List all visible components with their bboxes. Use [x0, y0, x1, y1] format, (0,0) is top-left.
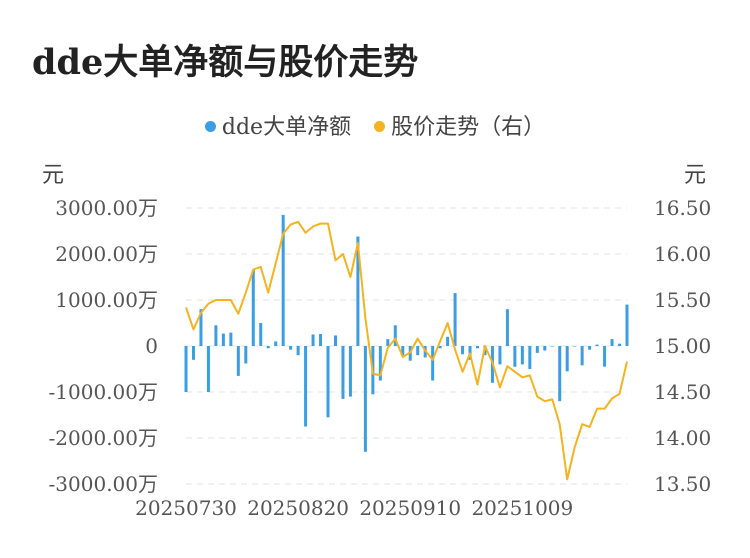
- bar: [259, 323, 263, 346]
- bar: [221, 333, 225, 346]
- bar: [199, 309, 203, 346]
- bar: [363, 346, 367, 452]
- bar: [588, 346, 592, 350]
- y-left-tick-label: -1000.00万: [49, 380, 158, 404]
- legend-item-dde[interactable]: dde大单净额: [204, 109, 352, 141]
- y-right-tick-label: 15.00: [654, 334, 711, 358]
- y-left-tick-label: -3000.00万: [49, 472, 158, 496]
- bar: [304, 346, 308, 427]
- y-right-tick-label: 16.00: [654, 242, 711, 266]
- y-right-tick-label: 14.50: [654, 380, 711, 404]
- bar: [550, 346, 554, 347]
- bar: [535, 346, 539, 353]
- legend-label-price: 股价走势（右）: [391, 115, 546, 140]
- legend: dde大单净额 股价走势（右）: [0, 109, 750, 141]
- y-right-tick-label: 14.00: [654, 426, 711, 450]
- x-tick-label: 20251009: [471, 496, 573, 520]
- bar: [558, 346, 562, 402]
- bar: [520, 346, 524, 365]
- legend-dot-dde: [204, 121, 216, 132]
- y-left-tick-label: 0: [145, 334, 158, 358]
- bar: [513, 346, 517, 367]
- x-tick-label: 20250910: [359, 496, 461, 520]
- bar: [438, 346, 442, 349]
- bar: [229, 332, 233, 346]
- bar: [348, 346, 352, 397]
- bar: [214, 325, 218, 346]
- bar: [401, 346, 405, 356]
- bar: [618, 343, 622, 346]
- y-right-tick-label: 16.50: [654, 196, 711, 220]
- y-axis-left-ticks: 3000.00万 2000.00万 1000.00万 0 -1000.00万 -2000.…: [49, 196, 158, 496]
- bar: [461, 346, 465, 355]
- bar: [565, 346, 569, 372]
- bar: [446, 336, 450, 346]
- bar: [476, 346, 480, 349]
- bar: [244, 346, 248, 364]
- bar: [393, 325, 397, 346]
- bar: [333, 335, 337, 346]
- bar: [236, 346, 240, 376]
- bar: [326, 346, 330, 418]
- x-axis-ticks: 20250730 20250820 20250910 20251009: [135, 496, 573, 520]
- y-left-tick-label: 3000.00万: [55, 196, 158, 220]
- bar: [431, 346, 435, 381]
- x-tick-label: 20250820: [247, 496, 349, 520]
- bar: [281, 214, 285, 346]
- legend-item-price[interactable]: 股价走势（右）: [374, 109, 545, 141]
- bar: [505, 309, 509, 346]
- legend-dot-price: [374, 121, 386, 132]
- bar: [603, 346, 607, 367]
- bar: [625, 304, 629, 346]
- y-right-tick-label: 13.50: [654, 472, 711, 496]
- bar: [319, 334, 323, 346]
- line-series-price: [185, 220, 628, 481]
- bar: [191, 346, 195, 360]
- bar: [356, 236, 360, 346]
- bar: [206, 346, 210, 392]
- bar: [573, 346, 577, 347]
- x-tick-label: 20250730: [135, 496, 237, 520]
- y-axis-right-ticks: 16.50 16.00 15.50 15.00 14.50 14.00 13.50: [654, 196, 711, 496]
- bar: [595, 344, 599, 346]
- y-left-tick-label: -2000.00万: [49, 426, 158, 450]
- bar: [580, 346, 584, 366]
- y-left-tick-label: 1000.00万: [55, 288, 158, 312]
- bar: [378, 346, 382, 381]
- y-right-tick-label: 15.50: [654, 288, 711, 312]
- bar: [416, 346, 420, 356]
- legend-label-dde: dde大单净额: [221, 115, 352, 140]
- price-line: [185, 220, 628, 481]
- chart-title: dde大单净额与股价走势: [32, 42, 419, 83]
- bar: [311, 334, 315, 346]
- bar: [498, 346, 502, 365]
- bar-series-dde: [184, 214, 629, 452]
- bar: [289, 346, 293, 350]
- bar: [251, 270, 255, 346]
- y-left-tick-label: 2000.00万: [55, 242, 158, 266]
- bar: [266, 346, 270, 349]
- y-axis-right-unit: 元: [684, 163, 707, 188]
- bar: [543, 346, 547, 351]
- bar: [610, 339, 614, 346]
- bar: [184, 346, 188, 392]
- bar: [296, 346, 300, 356]
- y-axis-left-unit: 元: [42, 163, 65, 188]
- bar: [274, 341, 278, 346]
- bar: [386, 339, 390, 346]
- bar: [341, 346, 345, 399]
- bar: [528, 346, 532, 369]
- bar: [453, 293, 457, 346]
